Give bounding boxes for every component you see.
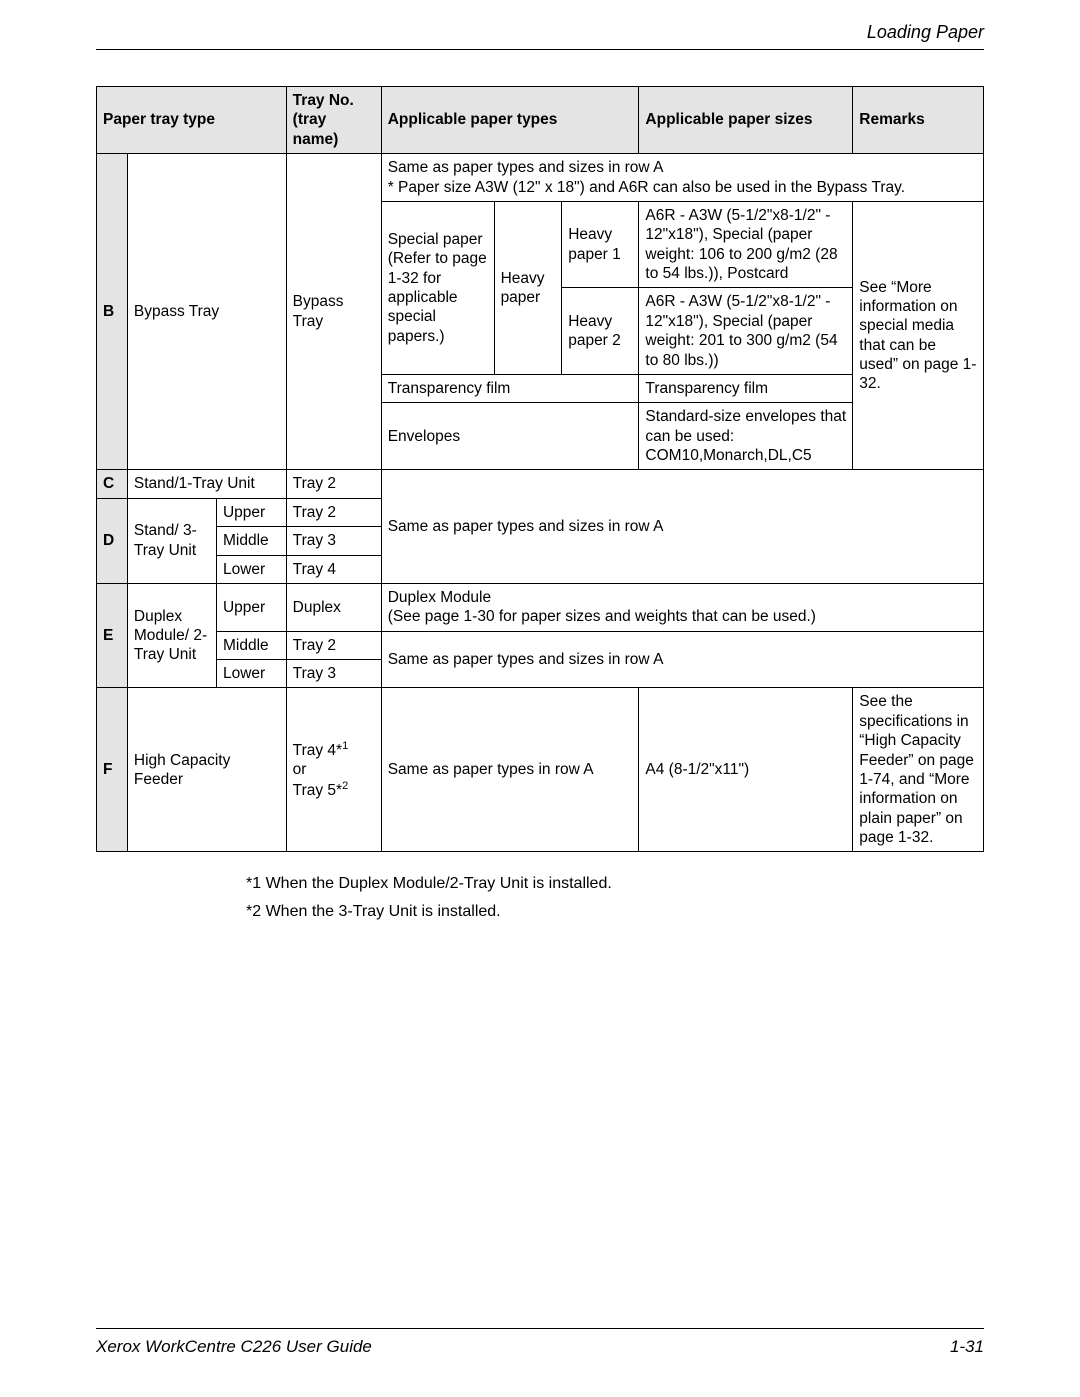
footnotes: *1 When the Duplex Module/2-Tray Unit is… (246, 870, 984, 924)
row-d-upper-pos: Upper (216, 498, 286, 526)
row-f-trayname-l1: Tray 4* (293, 742, 342, 759)
row-c-label: C (97, 470, 128, 498)
row-d-traytype: Stand/ 3-Tray Unit (127, 498, 216, 583)
row-f-trayname-l2: or (293, 761, 307, 778)
paper-tray-table: Paper tray type Tray No. (tray name) App… (96, 86, 984, 852)
hdr-paper-sizes: Applicable paper sizes (639, 87, 853, 154)
row-b-trayname: Bypass Tray (286, 154, 381, 470)
row-c-traytype: Stand/1-Tray Unit (127, 470, 286, 498)
row-e-lower-pos: Lower (216, 660, 286, 688)
row-e-middle-name: Tray 2 (286, 631, 381, 659)
row-b-topnote: B Bypass Tray Bypass Tray Same as paper … (97, 154, 984, 202)
row-d-middle-name: Tray 3 (286, 527, 381, 555)
hdr-remarks: Remarks (853, 87, 984, 154)
row-c: C Stand/1-Tray Unit Tray 2 Same as paper… (97, 470, 984, 498)
row-e-lower-name: Tray 3 (286, 660, 381, 688)
row-e-upper-pos: Upper (216, 583, 286, 631)
row-e-middle-pos: Middle (216, 631, 286, 659)
row-d-upper-name: Tray 2 (286, 498, 381, 526)
row-f-traytype: High Capacity Feeder (127, 688, 286, 852)
row-e-upper-name: Duplex (286, 583, 381, 631)
hdr-paper-types: Applicable paper types (381, 87, 639, 154)
row-b-special: Special paper (Refer to page 1-32 for ap… (381, 201, 494, 374)
row-b-env-label: Envelopes (381, 403, 639, 470)
row-e-upper: E Duplex Module/ 2-Tray Unit Upper Duple… (97, 583, 984, 631)
row-f-trayname: Tray 4*1 or Tray 5*2 (286, 688, 381, 852)
row-f-types: Same as paper types in row A (381, 688, 639, 852)
row-e-duplex-note: Duplex Module (See page 1-30 for paper s… (381, 583, 983, 631)
row-b-label: B (97, 154, 128, 470)
section-header: Loading Paper (96, 22, 984, 49)
row-f-trayname-l3: Tray 5* (293, 782, 342, 799)
hdr-tray-no: Tray No. (tray name) (286, 87, 381, 154)
row-b-transp-label: Transparency film (381, 374, 639, 402)
row-b-hp2-size: A6R - A3W (5-1/2"x8-1/2" - 12"x18"), Spe… (639, 288, 853, 375)
row-f-label: F (97, 688, 128, 852)
row-d-middle-pos: Middle (216, 527, 286, 555)
row-b-heavy: Heavy paper (494, 201, 562, 374)
row-b-hp1-size: A6R - A3W (5-1/2"x8-1/2" - 12"x18"), Spe… (639, 201, 853, 288)
row-b-traytype: Bypass Tray (127, 154, 286, 470)
row-c-trayname: Tray 2 (286, 470, 381, 498)
row-b-topnote-text: Same as paper types and sizes in row A *… (381, 154, 983, 202)
row-f: F High Capacity Feeder Tray 4*1 or Tray … (97, 688, 984, 852)
row-d-lower-name: Tray 4 (286, 555, 381, 583)
content-area: Paper tray type Tray No. (tray name) App… (96, 86, 984, 925)
footer-right: 1-31 (950, 1337, 984, 1357)
row-f-remarks: See the specifications in “High Capacity… (853, 688, 984, 852)
row-b-transp-size: Transparency film (639, 374, 853, 402)
hdr-tray-type: Paper tray type (97, 87, 287, 154)
footnote-2: *2 When the 3-Tray Unit is installed. (246, 898, 984, 925)
footnote-1: *1 When the Duplex Module/2-Tray Unit is… (246, 870, 984, 897)
header-rule (96, 49, 984, 50)
row-b-remarks: See “More information on special media t… (853, 201, 984, 470)
row-e-middle: Middle Tray 2 Same as paper types and si… (97, 631, 984, 659)
row-b-hp2-label: Heavy paper 2 (562, 288, 639, 375)
row-d-lower-pos: Lower (216, 555, 286, 583)
footer-left: Xerox WorkCentre C226 User Guide (96, 1337, 372, 1357)
row-e-same-note: Same as paper types and sizes in row A (381, 631, 983, 688)
page: Loading Paper Paper tray type Tray No. (… (0, 0, 1080, 1397)
row-cd-note: Same as paper types and sizes in row A (381, 470, 983, 584)
row-f-sizes: A4 (8-1/2"x11") (639, 688, 853, 852)
row-f-sup2: 2 (342, 780, 348, 792)
row-f-sup1: 1 (342, 740, 348, 752)
row-d-label: D (97, 498, 128, 583)
row-b-hp1-label: Heavy paper 1 (562, 201, 639, 288)
table-header-row: Paper tray type Tray No. (tray name) App… (97, 87, 984, 154)
row-e-label: E (97, 583, 128, 688)
row-e-traytype: Duplex Module/ 2-Tray Unit (127, 583, 216, 688)
row-b-env-size: Standard-size envelopes that can be used… (639, 403, 853, 470)
page-footer: Xerox WorkCentre C226 User Guide 1-31 (96, 1328, 984, 1357)
